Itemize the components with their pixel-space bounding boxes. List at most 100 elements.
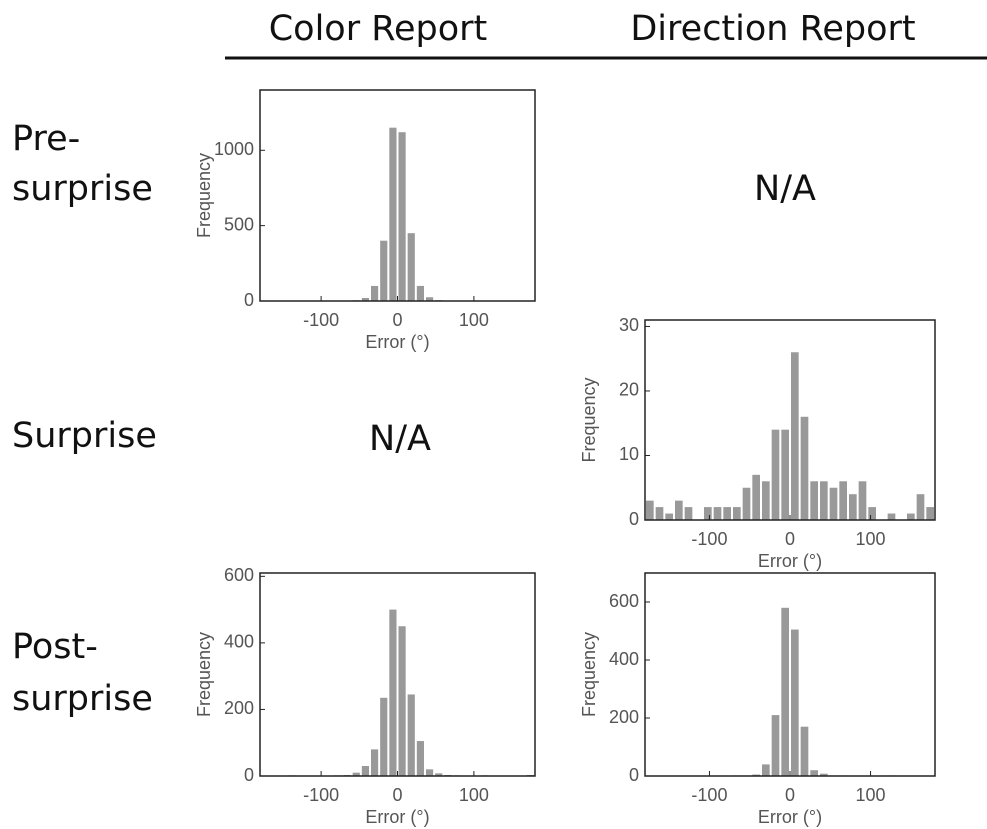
bar <box>926 507 934 520</box>
y-tick-label: 500 <box>224 214 254 234</box>
x-axis-label: Error (°) <box>758 551 822 571</box>
bar <box>762 764 770 776</box>
column-header: Color Report <box>269 9 488 49</box>
bar <box>713 507 722 520</box>
y-tick-label: 0 <box>629 765 639 785</box>
x-tick-label: -100 <box>691 785 727 805</box>
bar <box>762 481 770 520</box>
y-tick-label: 600 <box>609 591 639 611</box>
x-axis-label: Error (°) <box>758 807 822 827</box>
bar <box>352 772 360 776</box>
bar <box>849 494 857 520</box>
bar <box>752 474 760 520</box>
bar <box>684 507 693 520</box>
y-tick-label: 600 <box>224 565 254 585</box>
bar <box>791 352 799 520</box>
x-axis-label: Error (°) <box>365 807 429 827</box>
bar <box>820 481 828 520</box>
bar <box>426 297 434 301</box>
row-label: Surprise <box>12 416 157 456</box>
bar <box>781 429 789 520</box>
y-axis-label: Frequency <box>579 632 599 717</box>
bar <box>733 507 741 520</box>
bar <box>416 285 424 301</box>
x-tick-label: 0 <box>785 529 795 549</box>
row-label: Post- <box>12 627 98 667</box>
y-tick-label: 400 <box>224 632 254 652</box>
x-tick-label: 100 <box>459 785 489 805</box>
y-tick-label: 30 <box>619 315 639 335</box>
row-label: surprise <box>12 679 153 719</box>
bar <box>361 297 369 301</box>
plot-frame <box>259 89 536 302</box>
na-label: N/A <box>754 169 816 209</box>
bar <box>646 500 654 520</box>
y-tick-label: 1000 <box>214 139 254 159</box>
x-tick-label: 0 <box>785 785 795 805</box>
bar <box>820 773 828 776</box>
bar <box>723 507 731 520</box>
bar <box>361 766 369 776</box>
bar <box>426 769 434 776</box>
plot-frame <box>259 572 536 777</box>
y-tick-label: 200 <box>224 698 254 718</box>
bar <box>389 127 397 301</box>
y-axis-label: Frequency <box>579 377 599 462</box>
bar <box>435 773 443 776</box>
bar <box>771 715 780 776</box>
bar <box>800 726 809 776</box>
x-tick-label: -100 <box>691 529 727 549</box>
bar <box>407 694 415 776</box>
y-tick-label: 200 <box>609 707 639 727</box>
bar <box>380 240 388 301</box>
bar <box>916 494 925 520</box>
y-tick-label: 20 <box>619 380 639 400</box>
x-tick-label: 100 <box>459 310 489 330</box>
x-tick-label: 0 <box>392 310 402 330</box>
bar <box>380 697 388 776</box>
bar <box>371 285 379 301</box>
bar <box>675 500 683 520</box>
x-tick-label: 100 <box>856 529 886 549</box>
x-axis-label: Error (°) <box>365 332 429 352</box>
bar <box>839 481 847 520</box>
bar <box>791 629 799 776</box>
bar <box>742 487 751 520</box>
bar <box>398 626 406 776</box>
bar <box>398 132 406 301</box>
bar <box>704 507 712 520</box>
bar <box>655 507 664 520</box>
bar <box>371 749 379 776</box>
bar <box>810 481 818 520</box>
bar <box>829 487 838 520</box>
y-tick-label: 0 <box>629 509 639 529</box>
plot-frame <box>644 319 936 521</box>
x-tick-label: 0 <box>392 785 402 805</box>
y-tick-label: 0 <box>244 765 254 785</box>
bar <box>771 429 780 520</box>
bar <box>858 481 867 520</box>
x-tick-label: 100 <box>856 785 886 805</box>
column-header: Direction Report <box>630 9 915 49</box>
y-tick-label: 400 <box>609 649 639 669</box>
x-tick-label: -100 <box>303 785 339 805</box>
x-tick-label: -100 <box>303 310 339 330</box>
y-tick-label: 0 <box>244 290 254 310</box>
y-tick-label: 10 <box>619 444 639 464</box>
bar <box>781 607 789 776</box>
na-label: N/A <box>369 419 431 459</box>
row-label: Pre- <box>12 119 80 159</box>
y-axis-label: Frequency <box>194 153 214 238</box>
y-axis-label: Frequency <box>194 632 214 717</box>
plot-frame <box>644 572 936 777</box>
bar <box>389 609 397 776</box>
bar <box>407 233 415 301</box>
bar <box>416 741 424 776</box>
bar <box>907 513 915 520</box>
row-label: surprise <box>12 169 153 209</box>
bar <box>887 513 896 520</box>
bar <box>868 507 876 520</box>
bar <box>800 416 809 520</box>
bar <box>810 770 818 776</box>
